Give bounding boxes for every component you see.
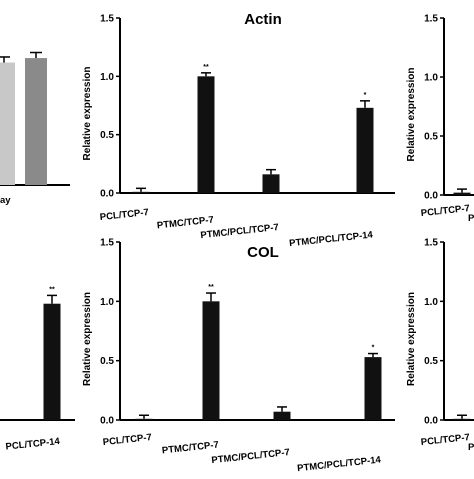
panel-bottom-right-partial: 0.0 0.5 1.0 1.5 Relative expression PCL/TCP-7… [406,238,474,453]
bar [43,303,61,420]
bar [0,62,15,185]
category-label: PCL/TCP-7 [99,207,149,223]
y-axis-label: Relative expression [82,67,93,161]
chart-title: COL [247,244,279,261]
significance-label: ** [203,64,209,71]
y-tick-label: 0.5 [424,132,438,143]
y-tick-label: 0.5 [100,130,114,141]
y-tick-label: 0.5 [424,356,438,367]
y-tick-label: 0.0 [100,189,114,200]
y-tick-label: 1.5 [424,14,438,25]
panel-top-right-partial: 0.0 0.5 1.0 1.5 Relative expression PCL/TCP-7… [406,14,474,224]
significance-label: ** [49,286,55,293]
x-axis-label-fragment: ay [0,195,11,206]
y-tick-label: 0.5 [100,356,114,367]
y-tick-label: 0.0 [424,416,438,427]
category-label: PCL/TCP-7 [102,432,152,448]
y-tick-label: 1.0 [424,297,438,308]
category-label: PTMC/TCP-7 [161,440,219,457]
category-label: P [468,213,474,224]
bar [135,418,153,420]
y-tick-label: 1.0 [424,73,438,84]
y-tick-label: 1.5 [100,238,114,249]
y-axis-label: Relative expression [406,292,417,386]
category-label: PCL/TCP-7 [420,432,470,448]
bar [453,192,471,195]
bar [262,174,280,193]
bar [364,357,382,420]
bar [356,107,374,193]
y-axis-label: Relative expression [406,68,417,162]
bar [453,418,471,420]
category-label: PTMC/PCL/TCP-14 [297,454,382,474]
y-tick-label: 1.5 [424,238,438,249]
chart-title: Actin [244,11,282,28]
bar [25,58,47,185]
bar [202,301,220,420]
panel-top-left-partial: ay [0,51,70,206]
bar [273,411,291,420]
significance-label: * [372,345,375,352]
significance-label: ** [208,284,214,291]
y-tick-label: 1.0 [100,297,114,308]
panel-bottom-left-partial: ** PCL/TCP-14 [0,286,75,453]
category-label: PTMC/PCL/TCP-7 [211,447,290,466]
significance-label: * [364,92,367,99]
y-tick-label: 1.0 [100,72,114,83]
category-label: PTMC/PCL/TCP-14 [289,229,374,249]
category-label: PCL/TCP-14 [5,436,61,453]
y-tick-label: 0.0 [424,191,438,202]
category-label: P [468,442,474,453]
y-axis-label: Relative expression [82,292,93,386]
bar [197,76,215,193]
category-label: PCL/TCP-7 [420,203,470,219]
bar [132,191,150,193]
y-tick-label: 1.5 [100,14,114,25]
y-tick-label: 0.0 [100,416,114,427]
